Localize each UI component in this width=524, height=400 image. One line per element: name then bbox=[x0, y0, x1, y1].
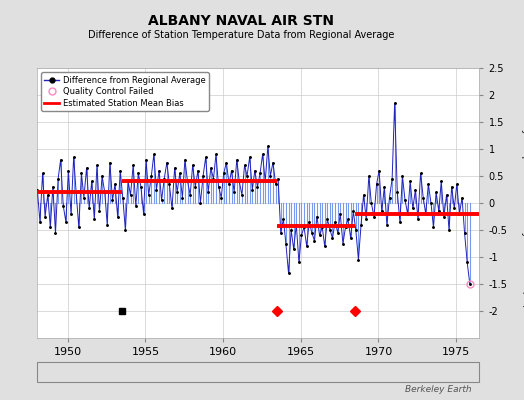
Text: ■: ■ bbox=[386, 367, 395, 377]
Y-axis label: Monthly Temperature Anomaly Difference (°C): Monthly Temperature Anomaly Difference (… bbox=[521, 98, 524, 308]
Text: Difference of Station Temperature Data from Regional Average: Difference of Station Temperature Data f… bbox=[88, 30, 394, 40]
Legend: Difference from Regional Average, Quality Control Failed, Estimated Station Mean: Difference from Regional Average, Qualit… bbox=[41, 72, 209, 111]
Text: ◆: ◆ bbox=[46, 367, 53, 377]
Text: ALBANY NAVAL AIR STN: ALBANY NAVAL AIR STN bbox=[148, 14, 334, 28]
Text: Time of Obs. Change: Time of Obs. Change bbox=[267, 368, 355, 376]
Text: Record Gap: Record Gap bbox=[157, 368, 206, 376]
Text: Berkeley Earth: Berkeley Earth bbox=[405, 385, 472, 394]
Text: Empirical Break: Empirical Break bbox=[398, 368, 464, 376]
Text: ▼: ▼ bbox=[256, 367, 263, 377]
Text: ▲: ▲ bbox=[146, 367, 153, 377]
Text: Station Move: Station Move bbox=[58, 368, 113, 376]
